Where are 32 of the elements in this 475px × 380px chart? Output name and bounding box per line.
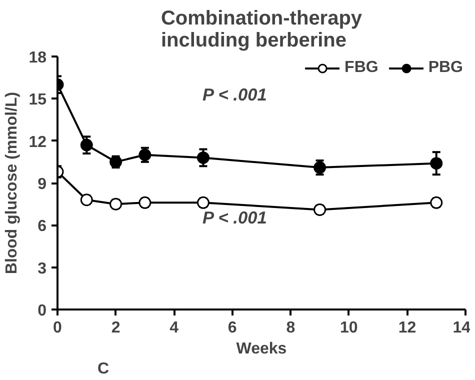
x-tick-label: 6 xyxy=(228,320,237,336)
legend-label: FBG xyxy=(344,59,378,77)
point xyxy=(430,196,443,209)
y-tick-label: 0 xyxy=(38,302,47,320)
legend-label: PBG xyxy=(428,59,463,77)
y-tick-label: 18 xyxy=(28,50,47,66)
point xyxy=(110,198,122,210)
text: C xyxy=(98,360,110,378)
point xyxy=(314,203,326,216)
y-tick-label: 15 xyxy=(28,92,47,109)
x-tick-label: 4 xyxy=(170,320,179,336)
point xyxy=(196,151,210,164)
point xyxy=(196,196,210,209)
x-tick-label: 8 xyxy=(286,320,296,336)
point xyxy=(80,138,93,152)
annotation: P < .001 xyxy=(202,208,267,228)
y-tick-label: 9 xyxy=(38,176,47,193)
point xyxy=(80,194,93,206)
point xyxy=(138,196,152,209)
x-tick-label: 14 xyxy=(452,320,471,336)
y-axis-title: Blood glucose (mmol/L) xyxy=(4,92,21,274)
x-tick-label: 12 xyxy=(398,320,416,336)
x-axis-title: Weeks xyxy=(236,340,287,358)
x-tick-label: 0 xyxy=(53,320,62,336)
y-tick-label: 12 xyxy=(28,134,47,151)
annotation: P < .001 xyxy=(202,84,267,104)
x-tick-label: 10 xyxy=(340,320,358,336)
chart-title: Combination-therapy including berberine xyxy=(160,8,363,52)
y-tick-label: 3 xyxy=(38,260,47,278)
x-tick-label: 2 xyxy=(111,320,120,336)
y-tick-label: 6 xyxy=(38,218,47,236)
point xyxy=(430,157,443,170)
